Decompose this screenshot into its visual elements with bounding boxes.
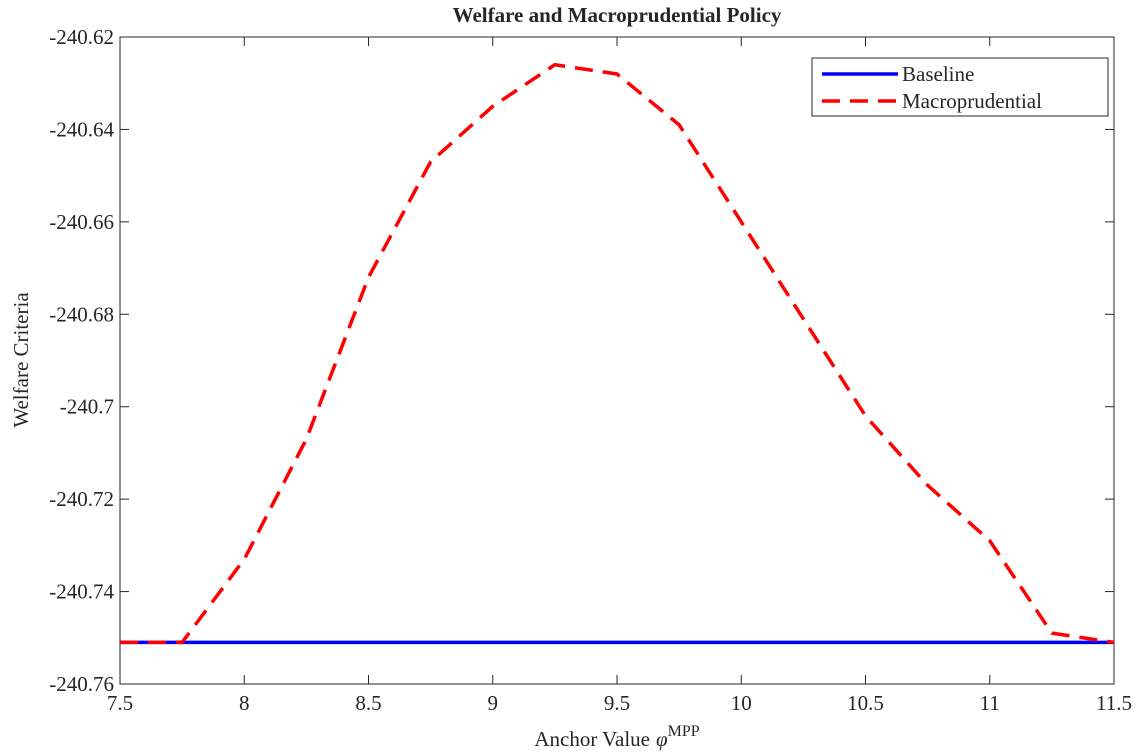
x-tick-label: 9 — [488, 691, 499, 715]
y-tick-label: -240.72 — [49, 487, 114, 511]
x-tick-label: 11 — [980, 691, 1000, 715]
x-tick-label: 10.5 — [847, 691, 884, 715]
legend-label: Macroprudential — [902, 89, 1042, 113]
x-axis-label-superscript: MPP — [668, 723, 700, 740]
x-axis-label-text: Anchor Value — [534, 727, 650, 751]
y-tick-label: -240.64 — [49, 117, 114, 141]
series-line — [120, 62, 1115, 645]
y-tick-label: -240.74 — [49, 580, 114, 604]
chart-title: Welfare and Macroprudential Policy — [453, 3, 782, 27]
x-tick-label: 8 — [239, 691, 250, 715]
y-tick-label: -240.76 — [49, 672, 114, 696]
y-tick-label: -240.68 — [49, 302, 114, 326]
y-tick-label: -240.62 — [49, 25, 114, 49]
plot-area — [119, 36, 1115, 685]
legend-box — [811, 57, 1109, 117]
x-tick-label: 9.5 — [604, 691, 630, 715]
legend-label: Baseline — [902, 62, 974, 86]
x-axis-label: Anchor Value φMPP — [534, 723, 699, 751]
y-tick-label: -240.7 — [60, 395, 114, 419]
x-axis-label-symbol: φ — [656, 727, 668, 751]
x-tick-label: 8.5 — [355, 691, 381, 715]
y-axis-label: Welfare Criteria — [9, 292, 33, 428]
x-tick-label: 10 — [731, 691, 752, 715]
y-tick-label: -240.66 — [49, 210, 114, 234]
x-tick-label: 11.5 — [1096, 691, 1132, 715]
x-tick-label: 7.5 — [107, 691, 133, 715]
